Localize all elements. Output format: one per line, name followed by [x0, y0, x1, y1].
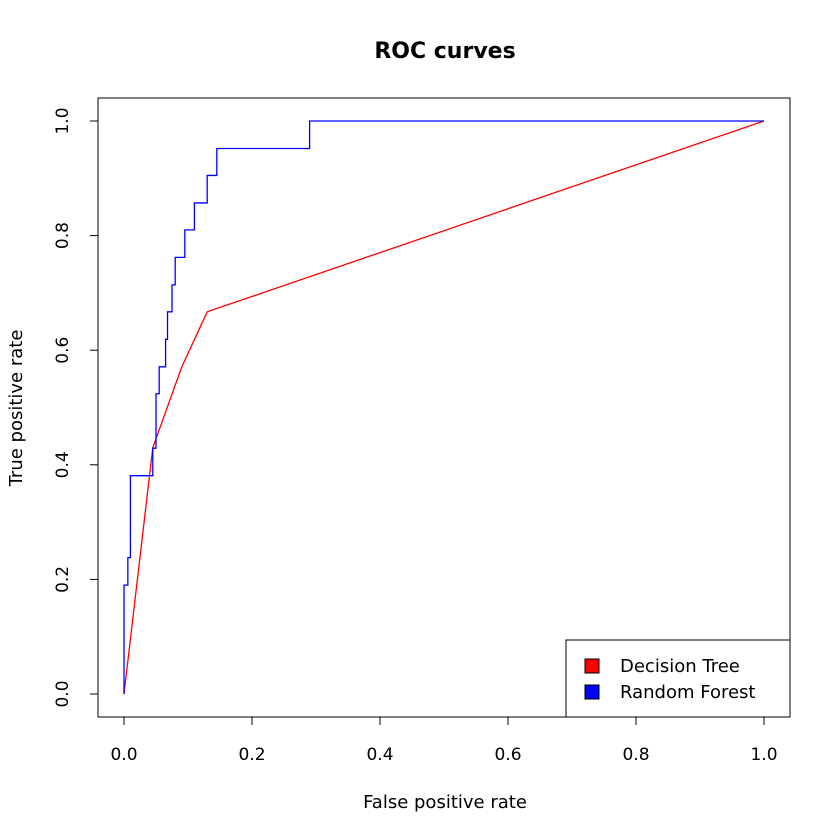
x-tick-label: 0.4 — [366, 745, 393, 765]
series-line-decision-tree — [123, 120, 765, 695]
y-tick-label: 0.4 — [53, 451, 73, 478]
legend: Decision Tree Random Forest — [565, 639, 791, 718]
legend-swatch — [584, 658, 600, 674]
y-axis: 0.0 0.2 0.4 0.6 0.8 1.0 — [53, 107, 99, 708]
legend-label: Decision Tree — [620, 656, 740, 677]
legend-swatch — [584, 684, 600, 700]
y-tick-label: 0.6 — [53, 337, 73, 364]
x-tick-label: 0.2 — [238, 745, 265, 765]
legend-box — [565, 639, 791, 718]
y-tick-label: 1.0 — [53, 107, 73, 134]
x-tick-label: 0.8 — [622, 745, 649, 765]
x-tick-label: 0.6 — [494, 745, 521, 765]
x-tick-label: 0.0 — [110, 745, 137, 765]
y-tick-label: 0.8 — [53, 222, 73, 249]
y-tick-label: 0.2 — [53, 566, 73, 593]
y-axis-label: True positive rate — [6, 330, 27, 488]
y-tick-label: 0.0 — [53, 680, 73, 707]
chart-title: ROC curves — [374, 39, 515, 64]
x-axis: 0.0 0.2 0.4 0.6 0.8 1.0 — [110, 716, 778, 765]
plot-frame — [97, 97, 791, 718]
series-layer — [123, 120, 765, 695]
x-tick-label: 1.0 — [750, 745, 777, 765]
series-line-random-forest — [123, 120, 764, 694]
legend-label: Random Forest — [620, 682, 755, 703]
x-axis-label: False positive rate — [363, 792, 527, 813]
